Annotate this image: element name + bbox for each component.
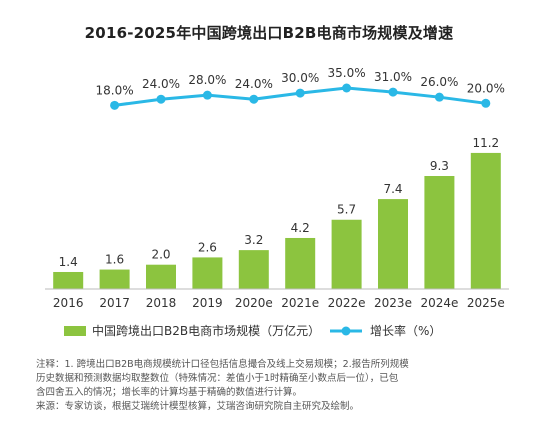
bar xyxy=(146,264,176,289)
growth-value-label: 30.0% xyxy=(281,71,319,85)
growth-value-label: 28.0% xyxy=(188,73,226,87)
bar xyxy=(99,269,130,289)
growth-value-label: 35.0% xyxy=(328,66,366,80)
growth-line-layer xyxy=(110,83,491,110)
bar xyxy=(331,219,362,289)
bar-value-label: 2.6 xyxy=(198,240,217,254)
legend-label-bar: 中国跨境出口B2B电商市场规模（万亿元） xyxy=(92,323,320,338)
x-tick-label: 2023e xyxy=(374,296,412,310)
growth-value-label: 20.0% xyxy=(467,81,505,95)
bar xyxy=(424,176,455,289)
bar-value-label: 1.4 xyxy=(59,255,78,269)
bar xyxy=(285,237,316,289)
bar-value-label: 1.6 xyxy=(105,253,124,267)
bar-value-label: 11.2 xyxy=(472,136,499,150)
bar xyxy=(470,152,501,289)
growth-point xyxy=(202,90,212,100)
growth-labels-layer: 18.0% 24.0% 28.0% 24.0% 30.0% 35.0% 31.0% 26.0%… xyxy=(96,66,505,97)
x-tick-label: 2020e xyxy=(235,296,273,310)
bars-layer xyxy=(53,152,501,289)
legend: 中国跨境出口B2B电商市场规模（万亿元） 增长率（%） xyxy=(64,323,441,338)
bar-labels-layer: 1.4 1.6 2.0 2.6 3.2 4.2 5.7 7.4 9.3 11.2 xyxy=(59,136,500,269)
growth-value-label: 18.0% xyxy=(96,83,134,97)
legend-label-line: 增长率（%） xyxy=(370,323,441,338)
x-tick-labels: 2016 2017 2018 2019 2020e 2021e 2022e 2023e 2024… xyxy=(53,296,505,310)
growth-point xyxy=(110,100,120,110)
x-tick-label: 2024e xyxy=(420,296,458,310)
footnote-line: 含四舍五入的情况；增长率的计算均基于精确的数值进行计算。 xyxy=(36,387,303,398)
growth-point xyxy=(295,88,305,98)
bar-value-label: 9.3 xyxy=(430,159,449,173)
x-tick-label: 2022e xyxy=(328,296,366,310)
x-tick-label: 2016 xyxy=(53,296,84,310)
bar-value-label: 4.2 xyxy=(291,221,310,235)
growth-value-label: 24.0% xyxy=(142,77,180,91)
legend-swatch-bar xyxy=(64,326,86,336)
bar xyxy=(238,250,269,289)
bar-value-label: 7.4 xyxy=(383,182,402,196)
growth-point xyxy=(249,94,259,104)
chart-title: 2016-2025年中国跨境出口B2B电商市场规模及增速 xyxy=(84,24,454,42)
growth-point xyxy=(481,98,491,108)
x-tick-label: 2019 xyxy=(192,296,223,310)
growth-value-label: 26.0% xyxy=(420,75,458,89)
growth-point xyxy=(342,83,352,93)
legend-swatch-point xyxy=(341,326,351,336)
bar-value-label: 2.0 xyxy=(151,248,170,262)
footnote: 注释：1. 跨境出口B2B电商规模统计口径包括信息撮合及线上交易规模；2.报告所… xyxy=(36,358,516,414)
x-tick-label: 2018 xyxy=(146,296,177,310)
bar xyxy=(378,199,408,289)
growth-point xyxy=(434,92,444,102)
footnote-line: 历史数据和预测数据均取整数位（特殊情况：差值小于1时精确至小数点后一位），已包 xyxy=(36,373,399,384)
growth-value-label: 31.0% xyxy=(374,70,412,84)
growth-value-label: 24.0% xyxy=(235,77,273,91)
bar-value-label: 3.2 xyxy=(244,233,263,247)
x-tick-label: 2017 xyxy=(99,296,130,310)
x-tick-label: 2021e xyxy=(281,296,319,310)
bar-value-label: 5.7 xyxy=(337,203,356,217)
source-line: 来源：专家访谈，根据艾瑞统计模型核算，艾瑞咨询研究院自主研究及绘制。 xyxy=(36,401,360,412)
growth-point xyxy=(156,94,166,104)
bar xyxy=(192,257,223,289)
x-tick-label: 2025e xyxy=(467,296,505,310)
footnote-line: 注释：1. 跨境出口B2B电商规模统计口径包括信息撮合及线上交易规模；2.报告所… xyxy=(36,359,409,370)
growth-point xyxy=(388,87,398,97)
bar xyxy=(53,271,84,289)
